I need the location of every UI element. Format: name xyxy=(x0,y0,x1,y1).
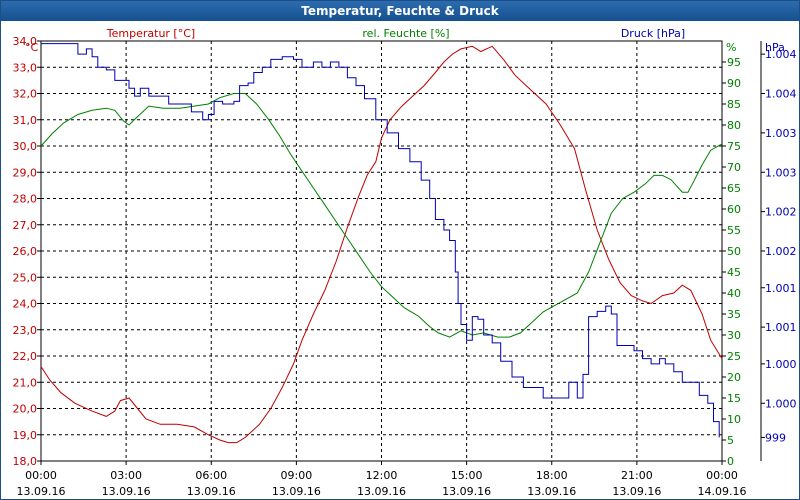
x-tick-time-label: 18:00 xyxy=(536,469,568,482)
humidity-tick-label: 60 xyxy=(727,203,741,216)
humidity-tick-label: 75 xyxy=(727,140,741,153)
x-tick-time-label: 00:00 xyxy=(25,469,57,482)
window-title: Temperatur, Feuchte & Druck xyxy=(1,1,799,21)
temperature-series-line xyxy=(40,45,723,444)
temperature-unit: °C xyxy=(25,41,39,54)
humidity-tick-label: 25 xyxy=(727,350,741,363)
temperature-tick-label: 31,0 xyxy=(13,114,38,127)
pressure-unit: hPa xyxy=(765,41,785,54)
humidity-tick-label: 5 xyxy=(727,434,734,447)
x-tick-date-label: 13.09.16 xyxy=(17,485,66,498)
humidity-tick-label: 10 xyxy=(727,413,741,426)
temperature-tick-label: 25,0 xyxy=(13,271,38,284)
humidity-tick-label: 95 xyxy=(727,56,741,69)
axis-ticks: 18,0 19,0 20,0 21,0 22,0 23,0 24,0 25,0 26,0 27,0… xyxy=(13,35,797,498)
humidity-tick-label: 50 xyxy=(727,245,741,258)
x-tick-time-label: 00:00 xyxy=(706,469,738,482)
temperature-tick-label: 23,0 xyxy=(13,324,38,337)
pressure-series-line xyxy=(41,43,720,438)
temperature-tick-label: 24,0 xyxy=(13,298,38,311)
legend-temperature: Temperatur [°C] xyxy=(106,27,195,40)
temperature-tick-label: 28,0 xyxy=(13,193,38,206)
x-tick-date-label: 13.09.16 xyxy=(102,485,151,498)
temperature-tick-label: 18,0 xyxy=(13,455,38,468)
pressure-tick-label: 1.003 xyxy=(765,127,797,140)
humidity-tick-label: 80 xyxy=(727,119,741,132)
x-tick-time-label: 15:00 xyxy=(451,469,483,482)
legend-humidity: rel. Feuchte [%] xyxy=(362,27,449,40)
temperature-tick-label: 32,0 xyxy=(13,88,38,101)
pressure-tick-label: 999 xyxy=(765,431,786,444)
x-tick-date-label: 13.09.16 xyxy=(612,485,661,498)
humidity-tick-label: 40 xyxy=(727,287,741,300)
pressure-tick-label: 1.004 xyxy=(765,88,797,101)
temperature-tick-label: 34,0 xyxy=(13,35,38,48)
series-lines xyxy=(40,43,723,444)
pressure-tick-label: 1.001 xyxy=(765,282,797,295)
humidity-tick-label: 20 xyxy=(727,371,741,384)
humidity-series-line xyxy=(40,93,723,338)
temperature-tick-label: 29,0 xyxy=(13,166,38,179)
x-tick-date-label: 13.09.16 xyxy=(187,485,236,498)
x-tick-date-label: 13.09.16 xyxy=(272,485,321,498)
x-tick-date-label: 14.09.16 xyxy=(698,485,747,498)
x-tick-time-label: 06:00 xyxy=(195,469,227,482)
x-tick-time-label: 03:00 xyxy=(110,469,142,482)
temperature-tick-label: 33,0 xyxy=(13,61,38,74)
temperature-tick-label: 30,0 xyxy=(13,140,38,153)
pressure-tick-label: 1.000 xyxy=(765,358,797,371)
temperature-tick-label: 19,0 xyxy=(13,429,38,442)
x-tick-date-label: 13.09.16 xyxy=(357,485,406,498)
humidity-tick-label: 0 xyxy=(727,455,734,468)
temperature-tick-label: 26,0 xyxy=(13,245,38,258)
x-tick-time-label: 12:00 xyxy=(366,469,398,482)
temperature-tick-label: 27,0 xyxy=(13,219,38,232)
x-tick-date-label: 13.09.16 xyxy=(527,485,576,498)
humidity-tick-label: 45 xyxy=(727,266,741,279)
legend-pressure: Druck [hPa] xyxy=(621,27,685,40)
humidity-tick-label: 30 xyxy=(727,329,741,342)
pressure-tick-label: 1.002 xyxy=(765,245,797,258)
pressure-tick-label: 1.004 xyxy=(765,48,797,61)
humidity-tick-label: 85 xyxy=(727,98,741,111)
temperature-tick-label: 22,0 xyxy=(13,350,38,363)
humidity-tick-label: 70 xyxy=(727,161,741,174)
humidity-tick-label: 65 xyxy=(727,182,741,195)
x-tick-time-label: 09:00 xyxy=(281,469,313,482)
temperature-tick-label: 21,0 xyxy=(13,376,38,389)
humidity-tick-label: 90 xyxy=(727,77,741,90)
pressure-tick-label: 1.000 xyxy=(765,397,797,410)
grid-lines xyxy=(41,41,722,461)
pressure-tick-label: 1.003 xyxy=(765,166,797,179)
humidity-tick-label: 55 xyxy=(727,224,741,237)
x-tick-time-label: 21:00 xyxy=(621,469,653,482)
humidity-tick-label: 35 xyxy=(727,308,741,321)
pressure-tick-label: 1.002 xyxy=(765,206,797,219)
temperature-tick-label: 20,0 xyxy=(13,403,38,416)
pressure-tick-label: 1.001 xyxy=(765,321,797,334)
humidity-unit: % xyxy=(726,41,736,54)
x-tick-date-label: 13.09.16 xyxy=(442,485,491,498)
humidity-tick-label: 15 xyxy=(727,392,741,405)
